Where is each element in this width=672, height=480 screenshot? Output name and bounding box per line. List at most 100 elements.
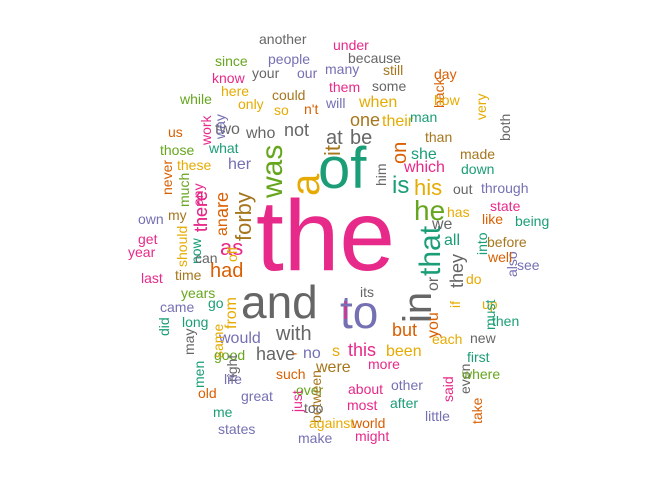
word-well: well — [488, 249, 513, 265]
word-people: people — [268, 51, 311, 67]
word-as: as — [220, 235, 244, 260]
word-see: see — [517, 257, 540, 273]
word-way: way — [212, 114, 228, 139]
word-day: day — [434, 66, 457, 82]
word-do: do — [466, 271, 482, 287]
word-first: first — [467, 349, 490, 365]
word-than: than — [425, 129, 453, 145]
word-all: all — [444, 232, 461, 249]
word-been: been — [386, 343, 422, 360]
word-i: i — [343, 298, 349, 325]
word-two: two — [215, 121, 240, 138]
word-would: would — [219, 330, 261, 347]
word-off: off — [224, 246, 240, 262]
word-we: we — [432, 216, 453, 233]
word-go: go — [208, 295, 224, 311]
word-new: new — [470, 330, 496, 346]
word-since: since — [215, 53, 248, 69]
word-these: these — [177, 157, 212, 173]
word-years: years — [181, 285, 216, 301]
word-how: how — [434, 92, 460, 108]
word-might: might — [355, 428, 390, 444]
word-make: make — [298, 430, 333, 446]
word-made: made — [460, 146, 496, 162]
word-because: because — [348, 50, 401, 66]
word-long: long — [182, 314, 209, 330]
word-those: those — [160, 142, 195, 158]
word-when: when — [359, 94, 398, 111]
word-still: still — [383, 62, 404, 78]
word-down: down — [461, 161, 495, 177]
word-us: us — [168, 124, 183, 140]
word-states: states — [218, 421, 256, 437]
word-her: her — [228, 156, 252, 173]
word-work: work — [198, 115, 214, 145]
word-if: if — [447, 301, 463, 308]
word-both: both — [497, 113, 513, 141]
word-did: did — [156, 317, 172, 336]
word-such: such — [276, 366, 306, 382]
word-its: its — [360, 284, 374, 300]
word-at: at — [326, 127, 343, 149]
word-each: each — [432, 331, 463, 347]
word-which: which — [404, 159, 445, 176]
word-will: will — [326, 95, 346, 111]
word-was: was — [256, 144, 289, 198]
word-she: she — [411, 146, 437, 163]
word-can: can — [195, 250, 218, 266]
word-said: said — [440, 376, 456, 402]
word-my: my — [168, 207, 187, 223]
word-like: like — [482, 211, 504, 227]
word-out: out — [453, 181, 473, 197]
word-were: were — [316, 359, 351, 376]
word-more: more — [368, 356, 400, 372]
word-could: could — [272, 87, 306, 103]
word-only: only — [238, 96, 264, 112]
word-so: so — [274, 102, 289, 118]
word-up: up — [482, 296, 498, 312]
word-are: are — [212, 191, 232, 218]
word-is: is — [392, 172, 410, 199]
word-take: take — [469, 397, 485, 424]
word-s: s — [332, 343, 340, 360]
word-after: after — [390, 395, 419, 411]
word-a: a — [284, 173, 328, 196]
word-nt: n't — [304, 101, 319, 117]
word-and: and — [241, 276, 318, 328]
word-or: or — [425, 276, 442, 291]
word-have: have — [256, 344, 296, 364]
word-world: world — [352, 415, 386, 431]
word-him: him — [373, 163, 389, 186]
word-last: last — [141, 270, 163, 286]
word-our: our — [297, 65, 318, 81]
word-under: under — [333, 37, 369, 53]
word-much: much — [176, 172, 192, 207]
word-he: he — [414, 195, 446, 226]
word-your: your — [252, 65, 280, 81]
word-then: then — [492, 313, 520, 329]
word-dash: - — [292, 345, 298, 362]
word-man: man — [410, 109, 438, 125]
word-be: be — [350, 127, 373, 149]
word-some: some — [372, 78, 407, 94]
word-this: this — [348, 340, 377, 360]
word-time: time — [175, 267, 202, 283]
word-get: get — [138, 231, 158, 247]
word-but: but — [392, 320, 418, 340]
word-that: that — [414, 225, 447, 276]
word-from: from — [223, 297, 240, 329]
word-me: me — [213, 404, 233, 420]
word-they: they — [447, 253, 467, 288]
word-through: through — [481, 180, 529, 196]
word-good: good — [214, 347, 246, 363]
word-had: had — [210, 260, 244, 282]
word-to: to — [340, 286, 379, 338]
word-no: no — [303, 345, 321, 362]
word-against: against — [309, 415, 355, 431]
word-very: very — [473, 93, 489, 120]
word-their: their — [382, 113, 414, 130]
word-men: men — [191, 360, 207, 388]
word-state: state — [490, 198, 521, 214]
word-should: should — [174, 225, 190, 267]
